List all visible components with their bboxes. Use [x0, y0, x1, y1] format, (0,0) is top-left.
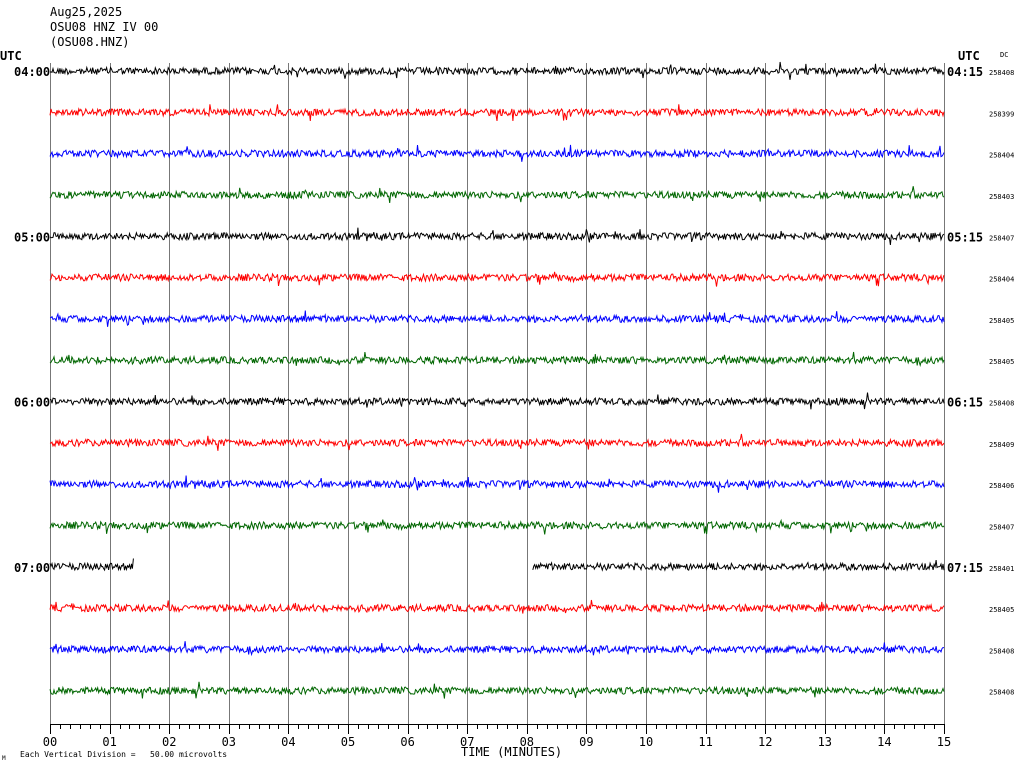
grid-lines: [50, 63, 945, 734]
scale-note: Each Vertical Division = 50.00 microvolt…: [20, 750, 227, 759]
trace-row-13: [49, 558, 945, 572]
trace-row-12: [49, 518, 945, 535]
dc-label: DC: [1000, 51, 1008, 59]
trace-layer: [49, 61, 945, 699]
row-right-time-label: 06:15: [947, 396, 983, 410]
row-left-time-label: 06:00: [14, 396, 50, 410]
x-tick-label-14: 14: [877, 735, 891, 749]
x-axis-label: TIME (MINUTES): [461, 745, 562, 759]
left-utc-label: UTC: [0, 49, 22, 63]
row-right-time-label: 07:15: [947, 561, 983, 575]
x-tick-label-00: 00: [43, 735, 57, 749]
row-dc-value: 258404: [989, 276, 1014, 284]
row-dc-value: 258408: [989, 689, 1014, 697]
row-dc-value: 258399: [989, 110, 1014, 118]
row-dc-value: 258408: [989, 647, 1014, 655]
header-date: Aug25,2025: [50, 5, 123, 19]
trace-row-3: [49, 144, 945, 162]
row-dc-value: 258405: [989, 317, 1014, 325]
row-left-time-label: 04:00: [14, 65, 50, 79]
row-right-time-label: 05:15: [947, 230, 983, 244]
x-tick-label-09: 09: [579, 735, 593, 749]
x-tick-label-06: 06: [400, 735, 414, 749]
row-dc-value: 258407: [989, 234, 1014, 242]
row-dc-value: 258406: [989, 482, 1014, 490]
trace-row-14: [49, 599, 945, 614]
x-tick-label-04: 04: [281, 735, 295, 749]
x-tick-label-03: 03: [222, 735, 236, 749]
trace-row-8: [49, 351, 945, 367]
row-dc-value: 258403: [989, 193, 1014, 201]
x-tick-label-10: 10: [639, 735, 653, 749]
row-right-time-label: 04:15: [947, 65, 983, 79]
x-tick-label-13: 13: [818, 735, 832, 749]
row-dc-value: 258401: [989, 565, 1014, 573]
trace-row-7: [49, 310, 945, 327]
x-tick-label-01: 01: [102, 735, 116, 749]
trace-row-5: [49, 227, 945, 245]
header-station-line: OSU08 HNZ IV 00: [50, 20, 159, 34]
corner-mark: M: [2, 755, 6, 762]
row-left-time-label: 07:00: [14, 561, 50, 575]
trace-row-9: [49, 392, 945, 410]
trace-row-1: [49, 61, 945, 80]
x-tick-label-05: 05: [341, 735, 355, 749]
label-layer: 00 01 02 03 04 05 06 07 08 09 10 11 12 13 14 15 04:00 04:…: [14, 65, 1014, 749]
x-tick-label-07: 07: [460, 735, 474, 749]
trace-row-2: [49, 104, 945, 122]
row-dc-value: 258407: [989, 523, 1014, 531]
trace-row-4: [49, 186, 945, 203]
row-dc-value: 258404: [989, 152, 1014, 160]
row-dc-value: 258408: [989, 400, 1014, 408]
trace-row-15: [49, 641, 945, 657]
row-dc-value: 258408: [989, 69, 1014, 77]
trace-row-11: [49, 475, 945, 493]
x-tick-label-15: 15: [937, 735, 951, 749]
x-tick-label-02: 02: [162, 735, 176, 749]
x-tick-label-11: 11: [698, 735, 712, 749]
trace-row-10: [49, 433, 945, 451]
row-dc-value: 258405: [989, 606, 1014, 614]
row-dc-value: 258405: [989, 358, 1014, 366]
x-tick-label-12: 12: [758, 735, 772, 749]
row-dc-value: 258409: [989, 441, 1014, 449]
header-station-code: (OSU08.HNZ): [50, 35, 130, 49]
trace-row-6: [49, 271, 945, 287]
trace-row-16: [49, 681, 945, 699]
right-utc-label: UTC: [958, 49, 980, 63]
x-tick-label-08: 08: [520, 735, 534, 749]
row-left-time-label: 05:00: [14, 230, 50, 244]
